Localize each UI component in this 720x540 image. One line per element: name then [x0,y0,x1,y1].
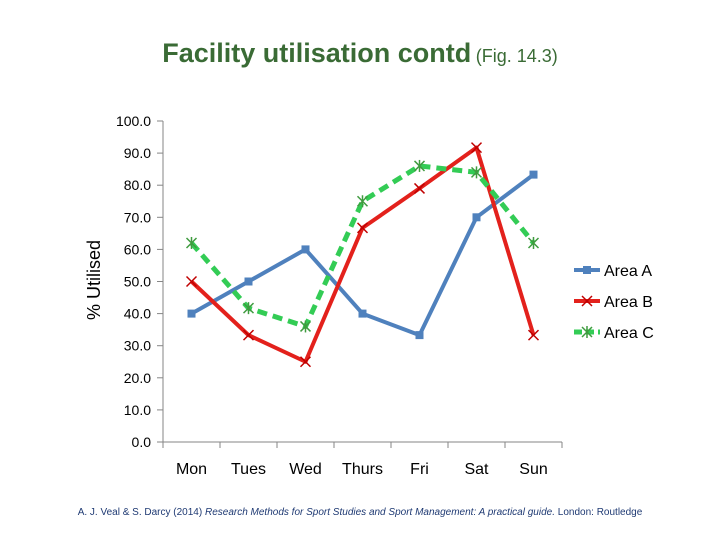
y-tick-label: 70.0 [124,209,151,225]
x-axis-ticks: Mon Tues Wed Thurs Fri Sat Sun [162,442,563,478]
data-point-area-a [301,245,310,254]
data-point-area-c [413,159,426,172]
data-point-area-b [470,142,483,154]
chart-title-sub: (Fig. 14.3) [475,46,558,66]
data-point-area-a [244,277,253,286]
y-tick-label: 90.0 [124,145,151,161]
y-tick-label: 50.0 [124,274,151,290]
x-tick-label: Sat [464,461,489,478]
data-point-area-a [415,331,424,340]
data-point-area-c [242,302,255,315]
data-point-area-b [413,182,426,194]
chart-series [185,142,540,368]
data-point-area-b [299,356,312,368]
chart-title: Facility utilisation contd (Fig. 14.3) [0,38,720,69]
legend-label-area-c: Area C [604,325,654,342]
data-point-area-a [358,309,367,318]
series-line-area-c [189,163,536,329]
legend-marker-area-c [581,326,593,338]
x-tick-label: Tues [231,461,266,478]
x-tick-label: Fri [410,461,429,478]
legend-marker-area-a [583,266,591,274]
data-point-area-c [299,320,312,333]
citation-book: Research Methods for Sport Studies and S… [204,507,555,518]
y-tick-label: 10.0 [124,402,151,418]
series-area-a [187,170,538,340]
citation-publisher: London: Routledge [557,507,643,518]
y-axis-title: % Utilised [84,240,104,320]
y-tick-label: 60.0 [124,241,151,257]
chart-legend: Area A Area B Area C [574,263,654,342]
data-point-area-c [527,236,540,249]
citation-authors: A. J. Veal & S. Darcy (2014) [77,507,203,518]
y-tick-label: 30.0 [124,338,151,354]
legend-item-area-a: Area A [574,263,652,280]
y-tick-label: 100.0 [116,113,151,129]
series-area-c [185,159,540,333]
legend-label-area-a: Area A [604,263,652,280]
y-axis-ticks: 0.0 10.0 20.0 30.0 40.0 50.0 60.0 70.0 80.0 90.0 1… [116,113,163,450]
x-tick-label: Wed [289,461,322,478]
x-tick-label: Thurs [342,461,383,478]
data-point-area-b [185,275,198,288]
legend-marker-area-b [581,295,593,307]
data-point-area-b [356,222,369,234]
data-point-area-c [185,236,198,249]
citation: A. J. Veal & S. Darcy (2014) Research Me… [0,507,720,518]
data-point-area-a [529,170,538,179]
data-point-area-c [470,166,483,179]
data-point-area-a [472,213,481,222]
data-point-area-b [242,329,255,341]
y-tick-label: 20.0 [124,370,151,386]
legend-item-area-c: Area C [574,325,654,342]
data-point-area-c [356,195,369,208]
chart-title-main: Facility utilisation contd [162,38,472,68]
legend-label-area-b: Area B [604,294,653,311]
series-area-b [185,142,540,368]
legend-item-area-b: Area B [574,294,653,311]
data-point-area-a [187,309,196,318]
y-tick-label: 0.0 [132,434,152,450]
y-tick-label: 40.0 [124,306,151,322]
x-tick-label: Mon [176,461,207,478]
x-tick-label: Sun [519,461,547,478]
data-point-area-b [527,329,540,341]
y-tick-label: 80.0 [124,177,151,193]
